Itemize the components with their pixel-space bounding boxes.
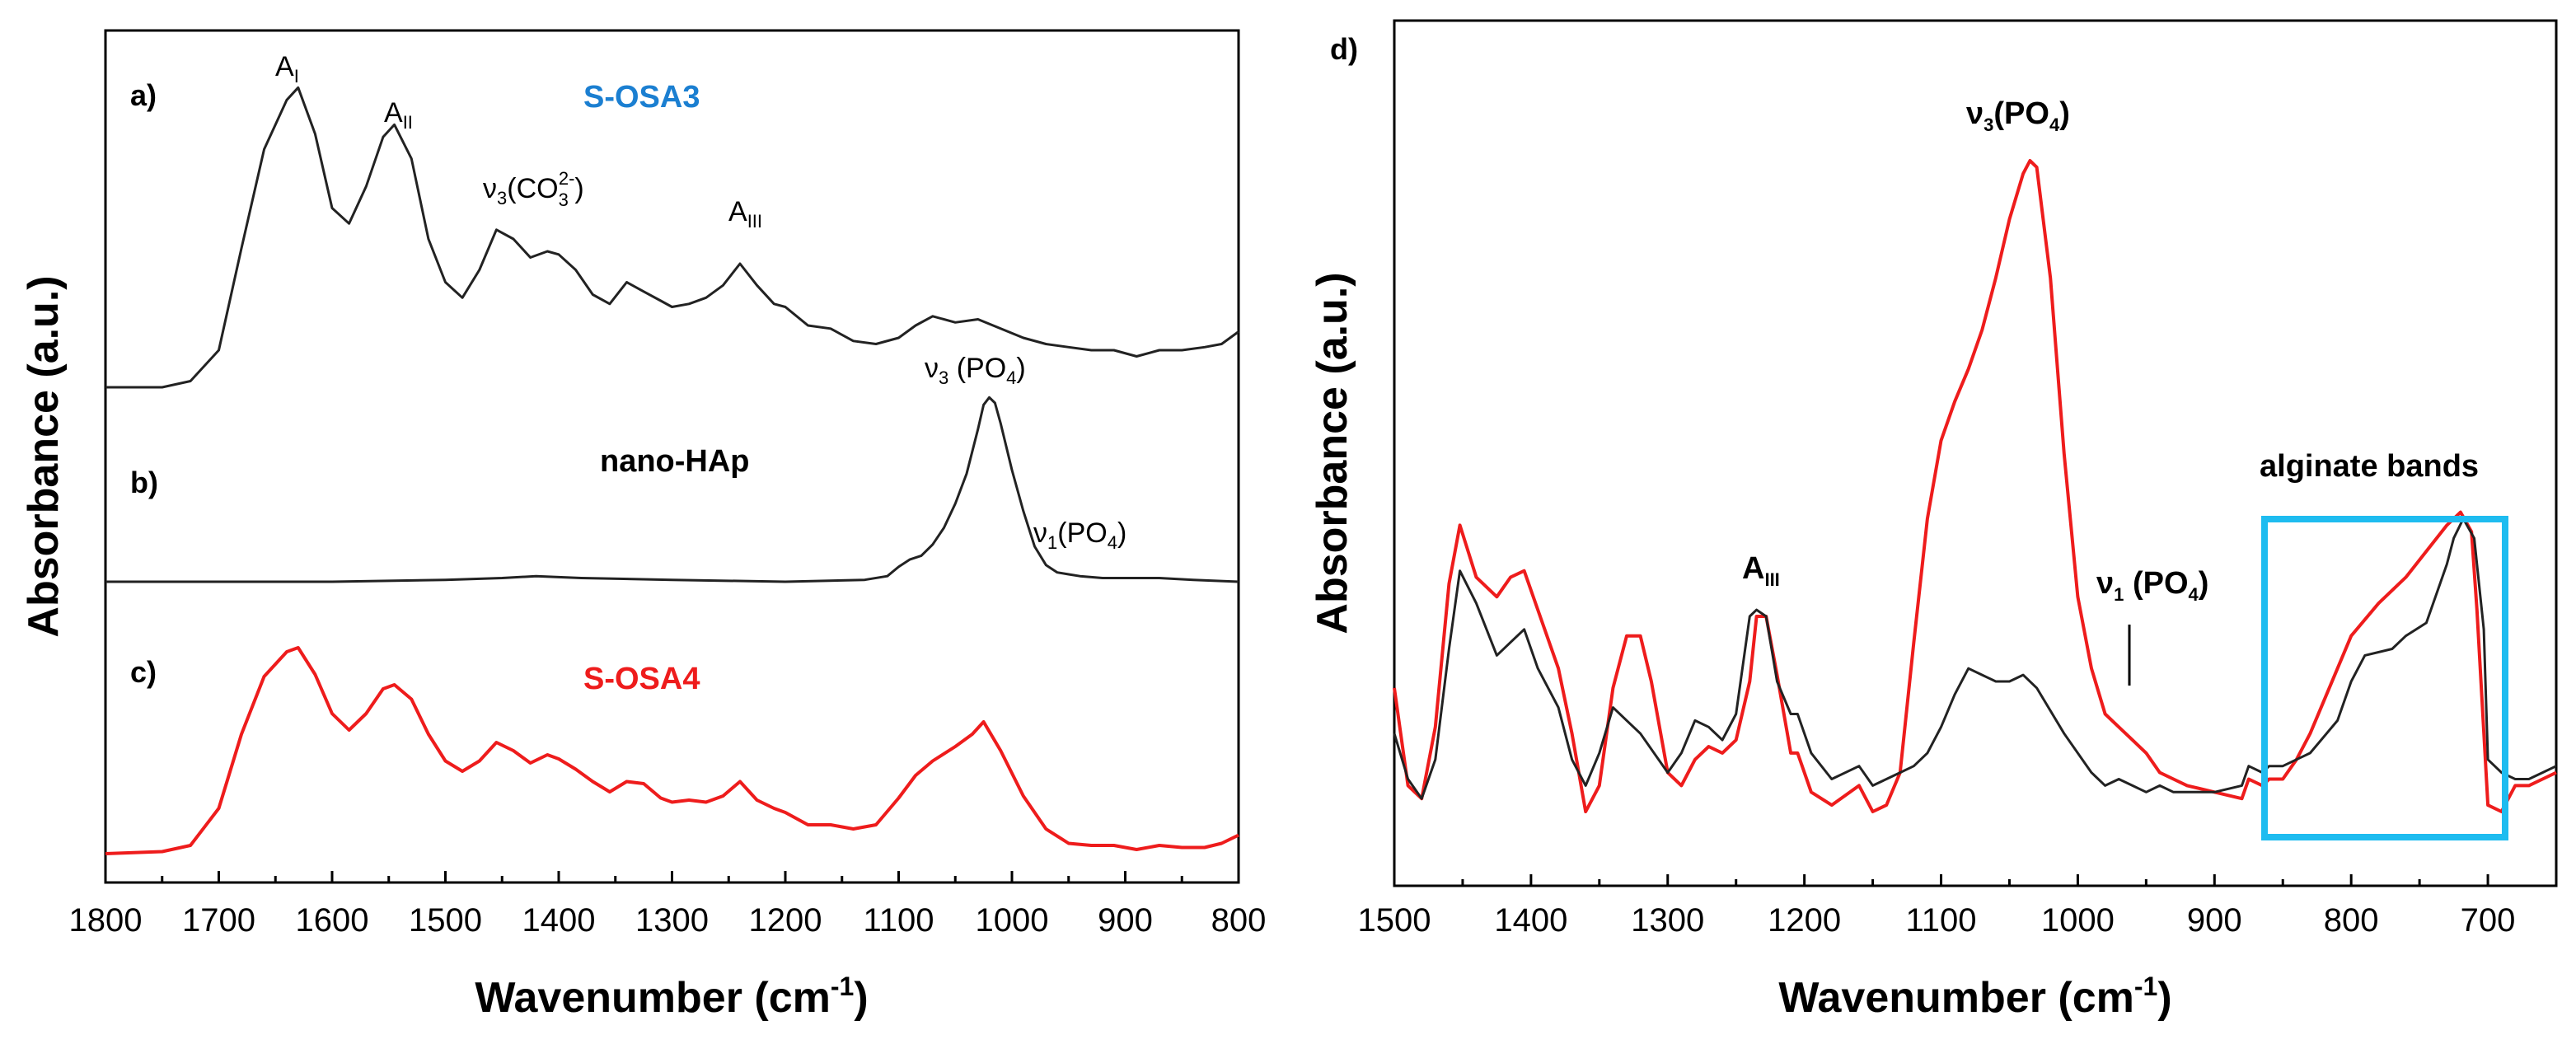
right-tick-label: 1300 <box>1631 902 1704 939</box>
spectrum-line-s-osa3 <box>105 86 1239 389</box>
right-tick-label: 700 <box>2461 902 2516 939</box>
left-x-ticks: 1800 1700 1600 1500 1400 1300 1200 1100 1000 900 8… <box>69 871 1267 939</box>
sample-label-s-osa3: S-OSA3 <box>583 80 700 115</box>
spectrum-line-s-osa4 <box>105 646 1239 855</box>
left-tick-label: 1300 <box>635 902 709 939</box>
annotation-nu3-phosphate-left: ν3 (PO4) <box>925 353 1026 388</box>
right-plot-frame <box>1393 19 2558 887</box>
panel-label-a: a) <box>130 78 157 112</box>
panel-label-c: c) <box>130 655 157 689</box>
annotation-nu1-phosphate-right: ν1 (PO4) <box>2096 566 2208 605</box>
spectrum-line-nano-hap <box>105 396 1239 583</box>
annotation-amide-iii-left: AIII <box>728 196 762 232</box>
left-series-group <box>105 86 1239 855</box>
sample-label-s-osa4: S-OSA4 <box>583 662 700 696</box>
right-tick-label: 1200 <box>1768 902 1841 939</box>
annotation-amide-iii-right: AIII <box>1742 551 1780 590</box>
spectrum-line-red <box>1393 159 2557 813</box>
right-x-axis-title: Wavenumber (cm-1) <box>1778 971 2171 1022</box>
left-y-axis-title: Absorbance (a.u.) <box>20 275 68 637</box>
right-tick-label: 1000 <box>2041 902 2115 939</box>
annotation-alginate-bands: alginate bands <box>2260 449 2479 484</box>
annotation-nu1-phosphate-left: ν1(PO4) <box>1033 517 1126 553</box>
left-tick-label: 1000 <box>976 902 1049 939</box>
annotation-nu3-phosphate-right: ν3(PO4) <box>1966 96 2070 135</box>
right-series-group <box>1393 159 2557 813</box>
sample-label-nano-hap: nano-HAp <box>600 444 750 479</box>
annotation-nu3-carbonate: ν3(CO32-) <box>483 168 584 210</box>
left-tick-label: 1200 <box>749 902 822 939</box>
annotation-amide-ii: AII <box>384 97 413 133</box>
spectrum-line-black <box>1393 517 2557 800</box>
right-tick-label: 1400 <box>1494 902 1567 939</box>
left-x-axis-title: Wavenumber (cm-1) <box>475 971 868 1022</box>
panel-label-d: d) <box>1330 32 1358 66</box>
right-tick-label: 1100 <box>1906 902 1977 939</box>
left-panel: 1800 1700 1600 1500 1400 1300 1200 1100 1000 900 8… <box>20 29 1267 1022</box>
right-x-ticks: 1500 1400 1300 1200 1100 1000 900 800 700 <box>1358 874 2516 939</box>
right-y-axis-title: Absorbance (a.u.) <box>1309 272 1356 634</box>
left-tick-label: 1700 <box>182 902 255 939</box>
right-tick-label: 900 <box>2187 902 2242 939</box>
left-tick-label: 1600 <box>296 902 369 939</box>
left-tick-label: 800 <box>1211 902 1267 939</box>
alginate-highlight-box <box>2261 516 2508 840</box>
right-tick-label: 800 <box>2324 902 2379 939</box>
annotation-amide-i: AI <box>275 51 299 87</box>
left-tick-label: 900 <box>1098 902 1153 939</box>
left-tick-label: 1800 <box>69 902 143 939</box>
right-panel: 1500 1400 1300 1200 1100 1000 900 800 700 d) ν3(… <box>1309 19 2558 1022</box>
left-tick-label: 1400 <box>522 902 596 939</box>
left-tick-label: 1500 <box>409 902 482 939</box>
right-tick-label: 1500 <box>1358 902 1431 939</box>
left-tick-label: 1100 <box>863 902 934 939</box>
panel-label-b: b) <box>130 466 158 499</box>
